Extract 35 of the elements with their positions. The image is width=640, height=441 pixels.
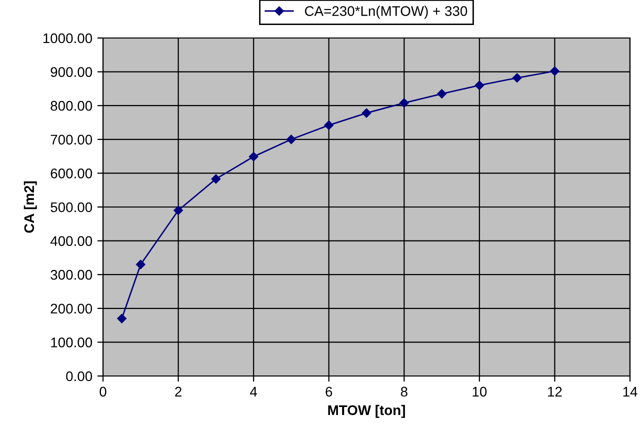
- point: [550, 66, 560, 76]
- point: [324, 120, 334, 130]
- y-tick-label: 1000.00: [43, 33, 92, 44]
- x-tick-label: 10: [472, 386, 487, 397]
- x-tick-label: 0: [100, 386, 106, 397]
- point: [136, 260, 146, 270]
- y-tick-label: 800.00: [50, 100, 92, 111]
- x-tick-label: 2: [175, 386, 182, 396]
- y-tick-label: 500.00: [50, 202, 92, 212]
- x-tick-label: 8: [400, 386, 408, 397]
- point: [437, 89, 446, 98]
- point: [211, 174, 221, 184]
- x-tick-label: 4: [250, 386, 258, 396]
- x-tick-label: 6: [326, 386, 332, 397]
- point: [400, 98, 409, 108]
- y-tick-label: 300.00: [50, 270, 92, 280]
- point: [286, 134, 296, 144]
- legend-label: CA=230*Ln(MTOW) + 330: [304, 6, 468, 19]
- point: [174, 206, 183, 216]
- point: [474, 80, 484, 90]
- point: [362, 108, 372, 118]
- x-tick-label: 14: [623, 386, 638, 396]
- y-tick-label: 0.00: [66, 371, 92, 382]
- y-tick-label: 200.00: [50, 304, 92, 314]
- y-tick-label: 700.00: [50, 134, 92, 145]
- y-axis-title: CA [m2]: [24, 181, 37, 233]
- x-axis-title: MTOW [ton]: [328, 404, 405, 418]
- y-tick-label: 400.00: [50, 236, 92, 246]
- point: [512, 73, 522, 83]
- point: [117, 314, 126, 324]
- y-tick-label: 600.00: [50, 168, 92, 178]
- point: [248, 152, 258, 162]
- y-tick-label: 900.00: [50, 67, 92, 77]
- x-tick-label: 12: [548, 386, 562, 396]
- y-tick-label: 100.00: [51, 338, 92, 348]
